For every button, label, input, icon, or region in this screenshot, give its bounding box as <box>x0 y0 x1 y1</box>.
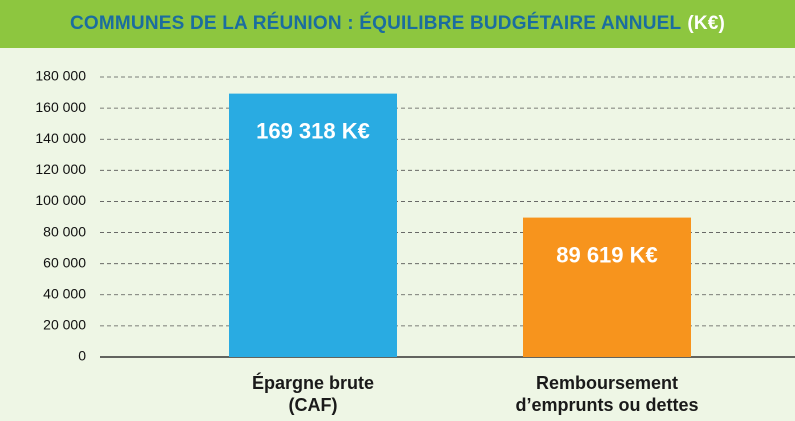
y-tick-label: 160 000 <box>35 99 86 115</box>
y-tick-label: 180 000 <box>35 68 86 84</box>
y-tick-label: 40 000 <box>43 285 86 301</box>
y-tick-label: 140 000 <box>35 130 86 146</box>
chart-title: COMMUNES DE LA RÉUNION : ÉQUILIBRE BUDGÉ… <box>69 13 682 34</box>
value-label: 169 318 K€ <box>256 118 370 143</box>
title-bar: COMMUNES DE LA RÉUNION : ÉQUILIBRE BUDGÉ… <box>0 0 795 48</box>
x-tick-label: Remboursement d’emprunts ou dettes <box>515 373 699 415</box>
y-tick-label: 100 000 <box>35 192 86 208</box>
y-tick-label: 20 000 <box>43 317 86 333</box>
y-tick-label: 0 <box>78 348 86 364</box>
y-tick-label: 120 000 <box>35 161 86 177</box>
bar <box>523 217 691 357</box>
y-tick-label: 80 000 <box>43 223 86 239</box>
value-label: 89 619 K€ <box>556 242 658 267</box>
bar <box>229 93 397 357</box>
x-tick-label: Épargne brute (CAF) <box>251 373 375 415</box>
title-unit: (K€) <box>687 13 726 34</box>
y-tick-label: 60 000 <box>43 254 86 270</box>
